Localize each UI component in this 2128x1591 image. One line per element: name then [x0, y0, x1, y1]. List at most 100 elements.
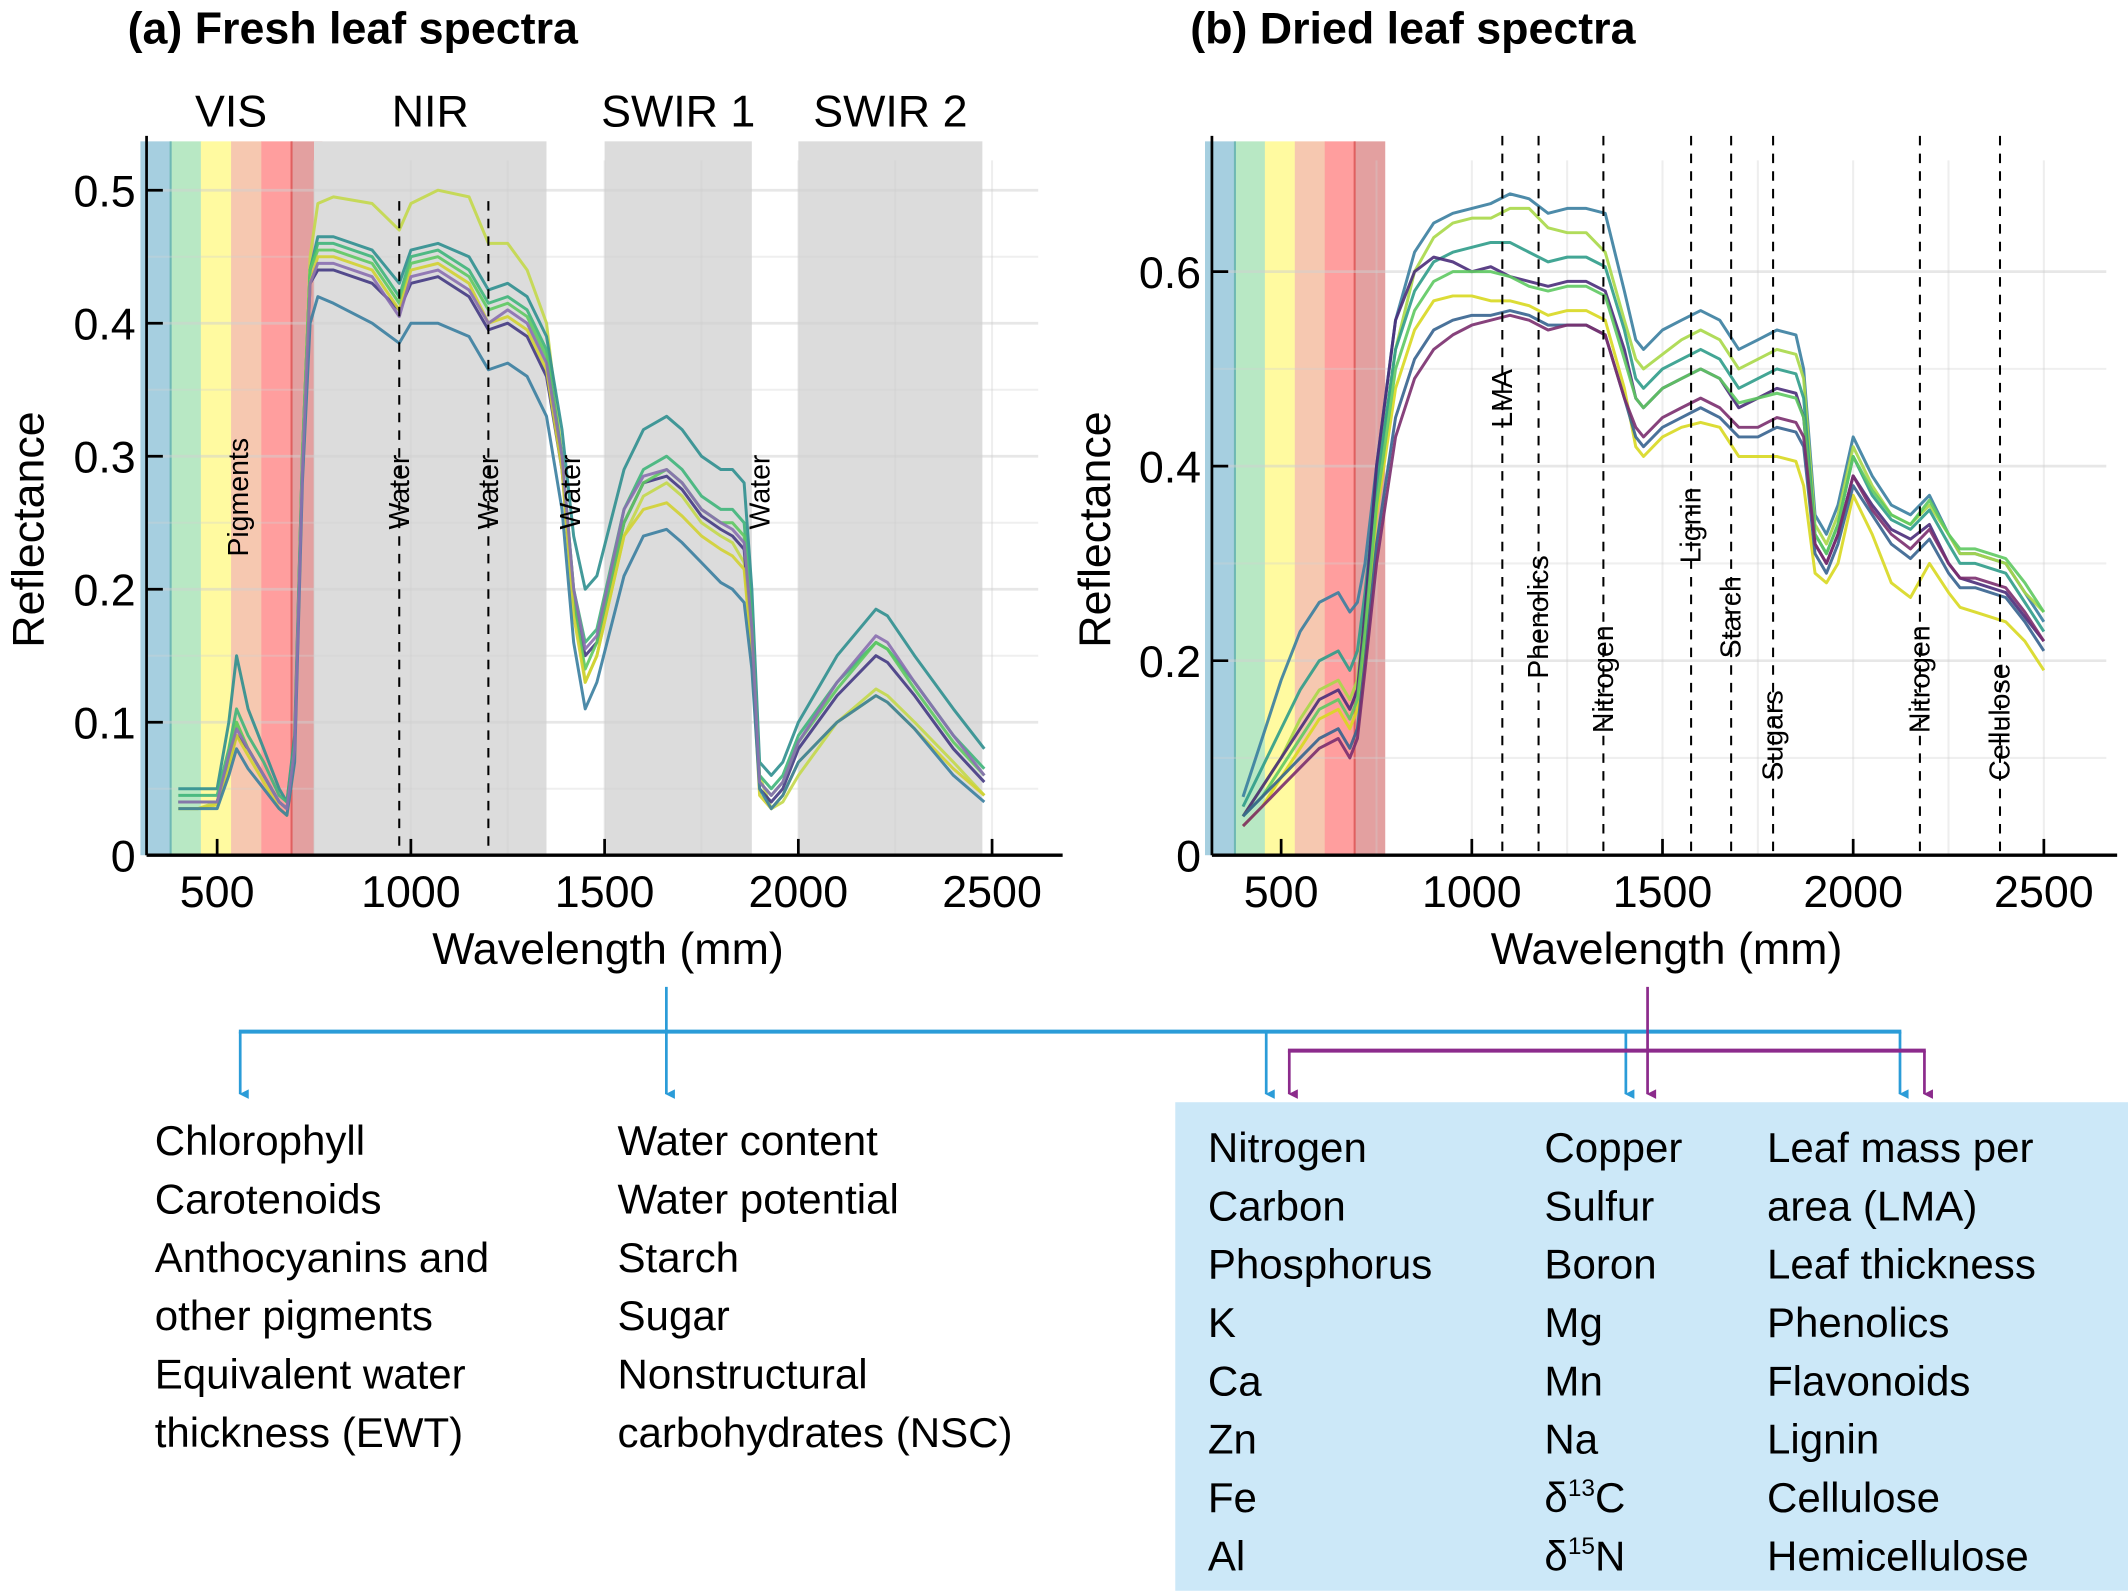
region-label: SWIR 1 [601, 86, 755, 136]
series-line-spectrum-2 [178, 235, 986, 804]
fresh-water-trait-item: Water potential [618, 1176, 899, 1223]
panel-b-xlabel: Wavelength (mm) [1491, 924, 1843, 974]
series-line-spectrum-1 [1241, 192, 2046, 798]
shared-element-trait-item: Al [1208, 1532, 1245, 1579]
x-tick-label: 2500 [942, 867, 1042, 917]
shared-micronutrient-trait-item: Boron [1544, 1241, 1656, 1288]
shared-micronutrient-trait-item: Sulfur [1544, 1182, 1654, 1229]
series-line-spectrum-7 [178, 295, 986, 817]
annotation-label: Sugars [1758, 690, 1790, 780]
fresh-water-trait-item: Nonstructural [618, 1351, 868, 1398]
series-line-spectrum-8 [1241, 313, 2046, 828]
y-tick-label: 0.2 [1139, 637, 1201, 687]
trait-connectors [238, 986, 1933, 1099]
annotation-label: Lignin [1676, 487, 1708, 563]
annotation-label: LMA [1487, 369, 1519, 428]
shared-traits-structural: Leaf mass per area (LMA) Leaf thickness Phe… [1767, 1124, 2036, 1580]
shared-element-trait-item: Phosphorus [1208, 1241, 1432, 1288]
shared-traits-box [1175, 1102, 2128, 1591]
fresh-pigment-trait-item: thickness (EWT) [155, 1409, 464, 1456]
shared-element-trait-item: Ca [1208, 1357, 1262, 1404]
x-tick-label: 2500 [1994, 867, 2094, 917]
region-nir [314, 141, 547, 856]
shared-element-trait-item: Nitrogen [1208, 1124, 1367, 1171]
shared-micronutrient-trait-item: Na [1544, 1416, 1598, 1463]
visible-band-1 [1234, 141, 1266, 856]
annotation-label: Phenolics [1523, 555, 1555, 679]
shared-structural-trait-item: area (LMA) [1767, 1182, 1977, 1229]
y-tick-label: 0.1 [73, 699, 135, 749]
annotation-label: Water [473, 454, 505, 529]
panel-a-chart: VIS NIR SWIR 1 SWIR 2 Pigments Water Water Wate… [73, 86, 1063, 917]
x-tick-label: 2000 [749, 867, 849, 917]
x-tick-label: 500 [180, 867, 255, 917]
x-tick-label: 1000 [1422, 867, 1522, 917]
annotation-label: Water [745, 454, 777, 529]
fresh-pigment-trait-item: Anthocyanins and [155, 1234, 489, 1281]
shared-traits-elements: Nitrogen Carbon Phosphorus K Ca Zn Fe Al [1208, 1124, 1432, 1580]
visible-band-0 [140, 141, 172, 856]
y-tick-label: 0.2 [73, 566, 135, 616]
annotation-label: Water [555, 454, 587, 529]
shared-micronutrient-trait-item: Copper [1544, 1124, 1682, 1171]
x-tick-label: 500 [1244, 867, 1319, 917]
region-label: VIS [195, 86, 267, 136]
fresh-water-trait-item: carbohydrates (NSC) [618, 1409, 1013, 1456]
series-line-spectrum-8 [178, 261, 986, 811]
panel-b-ylabel: Reflectance [1070, 411, 1120, 647]
shared-element-trait-item: Zn [1208, 1416, 1257, 1463]
fresh-water-trait-item: Water content [618, 1117, 879, 1164]
shared-micronutrient-trait-item: Mg [1544, 1299, 1602, 1346]
shared-element-trait-item: K [1208, 1299, 1236, 1346]
shared-structural-trait-item: Cellulose [1767, 1474, 1940, 1521]
shared-structural-trait-item: Leaf mass per [1767, 1124, 2034, 1171]
region-label: SWIR 2 [813, 86, 967, 136]
region-label: NIR [392, 86, 469, 136]
shared-element-trait-item: Carbon [1208, 1182, 1346, 1229]
fresh-water-trait-item: Sugar [618, 1292, 730, 1339]
visible-band-1 [170, 141, 202, 856]
series-line-spectrum-6 [1241, 270, 2046, 818]
series-line-spectrum-3 [1241, 240, 2046, 808]
y-tick-label: 0.3 [73, 433, 135, 483]
x-tick-label: 1500 [1613, 867, 1713, 917]
region-swir-2 [798, 141, 983, 856]
x-tick-label: 1000 [361, 867, 461, 917]
shared-structural-trait-item: Flavonoids [1767, 1357, 1970, 1404]
shared-structural-trait-item: Leaf thickness [1767, 1241, 2036, 1288]
isotope-trait: δ15N [1544, 1532, 1625, 1579]
shared-traits-micronutrients: Copper Sulfur Boron Mg Mn Na δ13C δ15N [1544, 1124, 1682, 1580]
y-tick-label: 0.4 [73, 300, 135, 350]
panel-a-title: (a) Fresh leaf spectra [128, 4, 579, 54]
shared-structural-trait-item: Lignin [1767, 1416, 1879, 1463]
x-tick-label: 1500 [555, 867, 655, 917]
fresh-pigment-traits: Chlorophyll Carotenoids Anthocyanins and ot… [155, 1117, 489, 1456]
visible-band-5 [1354, 141, 1386, 856]
fresh-water-trait-item: Starch [618, 1234, 740, 1281]
series-group [1241, 192, 2046, 828]
x-tick-label: 2000 [1803, 867, 1903, 917]
series-group [178, 188, 986, 817]
panel-a-ylabel: Reflectance [3, 411, 53, 647]
fresh-pigment-trait-item: other pigments [155, 1292, 433, 1339]
fresh-pigment-trait-item: Equivalent water [155, 1351, 466, 1398]
fresh-pigment-trait-item: Chlorophyll [155, 1117, 365, 1164]
shared-element-trait-item: Fe [1208, 1474, 1257, 1521]
annotation-label: Pigments [223, 438, 255, 557]
y-tick-label: 0 [1176, 832, 1201, 882]
y-tick-label: 0.5 [73, 167, 135, 217]
fresh-water-traits: Water content Water potential Starch Sugar N… [618, 1117, 1013, 1456]
y-tick-label: 0.6 [1139, 248, 1201, 298]
annotation-label: Cellulose [1985, 663, 2017, 780]
panel-b-title: (b) Dried leaf spectra [1190, 4, 1636, 54]
shared-micronutrient-trait-item: Mn [1544, 1357, 1602, 1404]
y-tick-label: 0.4 [1139, 442, 1201, 492]
visible-band-4 [261, 141, 293, 856]
visible-band-2 [1264, 141, 1296, 856]
panel-a-xlabel: Wavelength (mm) [432, 924, 784, 974]
shared-structural-trait-item: Hemicellulose [1767, 1532, 2029, 1579]
shared-structural-trait-item: Phenolics [1767, 1299, 1949, 1346]
